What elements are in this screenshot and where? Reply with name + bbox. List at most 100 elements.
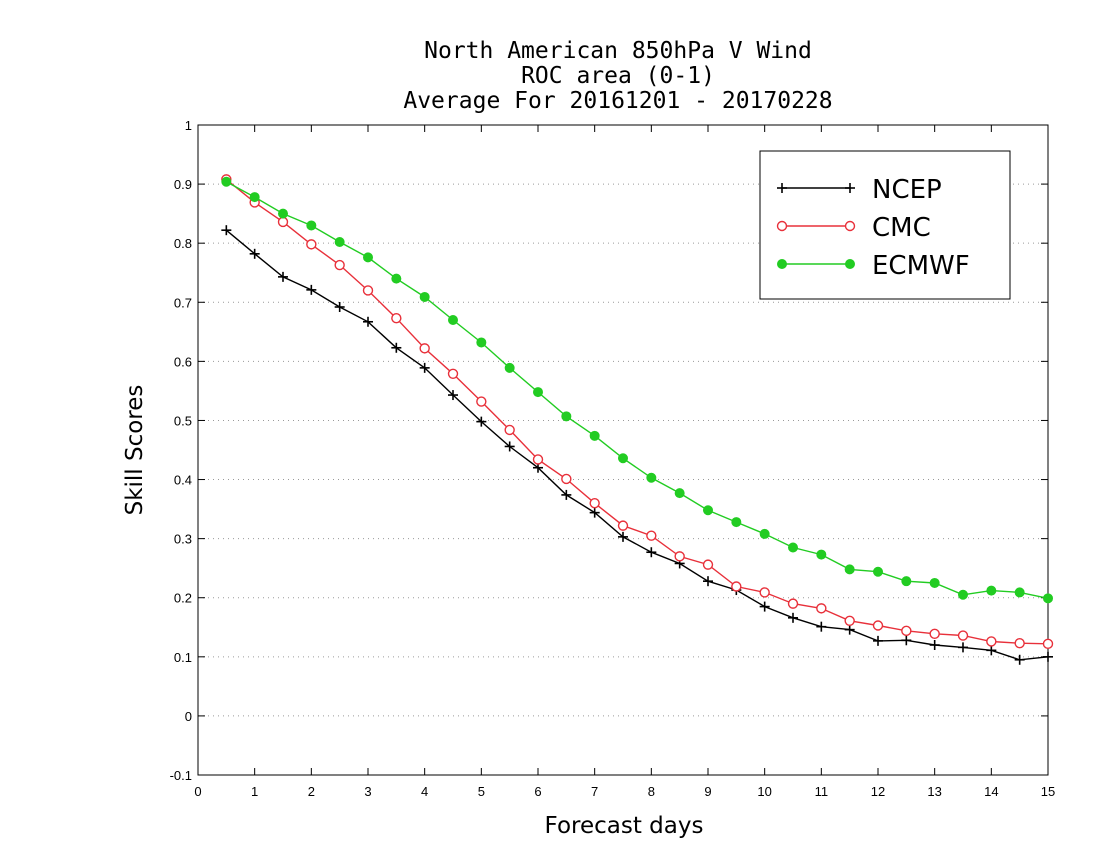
x-tick-label-0: 0 — [194, 784, 201, 799]
data-point-ecmwf-29 — [1043, 593, 1053, 604]
data-point-ncep-10 — [504, 441, 515, 452]
data-point-ncep-22 — [844, 624, 855, 635]
data-point-ncep-3 — [306, 284, 317, 295]
data-point-ecmwf-24 — [901, 576, 912, 587]
data-point-cmc-26 — [957, 630, 969, 641]
y-tick-label-8: 0.7 — [174, 295, 192, 310]
data-point-cmc-23 — [872, 620, 884, 631]
data-point-ncep-24 — [901, 635, 912, 646]
x-tick-label-6: 6 — [534, 784, 541, 799]
data-point-ecmwf-22 — [844, 564, 855, 575]
data-point-ncep-14 — [618, 531, 628, 542]
data-point-ncep-15 — [646, 547, 657, 558]
data-point-ecmwf-9 — [476, 337, 487, 348]
data-point-ncep-26 — [958, 642, 968, 653]
data-point-cmc-19 — [759, 587, 770, 598]
data-point-ncep-0 — [221, 225, 232, 236]
chart-title-line-3: Average For 20161201 - 20170228 — [403, 88, 832, 114]
series-layer — [221, 174, 1054, 665]
data-point-ecmwf-23 — [873, 566, 883, 577]
data-point-ecmwf-20 — [788, 542, 798, 553]
y-tick-label-3: 0.2 — [174, 591, 192, 606]
data-point-cmc-4 — [334, 259, 345, 271]
data-point-cmc-24 — [901, 625, 912, 637]
data-point-cmc-27 — [986, 636, 997, 647]
data-point-ecmwf-21 — [816, 549, 827, 560]
data-point-ncep-27 — [986, 645, 997, 656]
data-point-ncep-13 — [589, 507, 600, 518]
y-tick-label-4: 0.3 — [174, 532, 192, 547]
data-point-ncep-9 — [476, 416, 487, 427]
data-point-ecmwf-26 — [958, 589, 968, 600]
data-point-ncep-5 — [363, 316, 373, 327]
data-point-cmc-13 — [589, 497, 600, 509]
data-point-cmc-5 — [362, 285, 374, 296]
data-point-cmc-22 — [844, 615, 855, 626]
data-point-ncep-25 — [929, 640, 940, 650]
legend-label-ncep: NCEP — [872, 175, 942, 205]
legend-marker-left-ecmwf — [777, 259, 787, 269]
data-point-ecmwf-1 — [249, 192, 260, 203]
x-tick-label-2: 2 — [308, 784, 315, 799]
data-point-ncep-1 — [249, 248, 260, 259]
y-tick-label-6: 0.5 — [174, 413, 192, 428]
data-point-cmc-21 — [816, 603, 827, 614]
x-tick-label-3: 3 — [364, 784, 371, 799]
y-axis-title: Skill Scores — [122, 385, 148, 516]
data-point-ecmwf-7 — [419, 291, 430, 302]
data-point-ncep-23 — [873, 635, 883, 646]
data-point-ecmwf-6 — [391, 273, 402, 284]
y-tick-label-11: 1 — [185, 118, 192, 133]
data-point-ecmwf-15 — [646, 472, 657, 483]
data-point-cmc-20 — [787, 598, 799, 609]
y-tick-label-9: 0.8 — [174, 236, 192, 251]
data-point-cmc-3 — [306, 239, 317, 250]
data-point-ecmwf-3 — [306, 220, 317, 231]
legend-marker-right-ecmwf — [845, 259, 855, 269]
x-tick-label-11: 11 — [815, 784, 829, 799]
x-tick-label-12: 12 — [871, 784, 885, 799]
x-tick-label-5: 5 — [478, 784, 485, 799]
data-point-ecmwf-4 — [334, 237, 345, 247]
y-tick-label-0: -0.1 — [170, 768, 192, 783]
data-point-ecmwf-19 — [759, 528, 770, 539]
data-point-ecmwf-14 — [618, 453, 628, 464]
data-point-ecmwf-18 — [731, 517, 742, 528]
x-tick-label-15: 15 — [1041, 784, 1055, 799]
data-point-cmc-25 — [929, 628, 940, 639]
data-point-ecmwf-5 — [363, 252, 373, 263]
data-point-ncep-12 — [561, 489, 572, 500]
series-line-ncep — [225, 229, 1049, 661]
data-point-cmc-18 — [731, 581, 742, 592]
data-point-ecmwf-16 — [674, 488, 685, 499]
x-axis-title: Forecast days — [545, 813, 704, 839]
x-tick-label-13: 13 — [927, 784, 941, 799]
legend-marker-left-ncep — [777, 183, 787, 193]
chart-title-line-2: ROC area (0-1) — [521, 63, 715, 89]
data-point-ecmwf-10 — [504, 362, 515, 373]
data-point-cmc-29 — [1042, 638, 1054, 650]
x-tick-label-14: 14 — [984, 784, 998, 799]
legend-label-ecmwf: ECMWF — [872, 251, 970, 281]
legend-label-cmc: CMC — [872, 213, 931, 243]
data-point-cmc-28 — [1014, 638, 1025, 649]
x-tick-label-7: 7 — [591, 784, 598, 799]
data-point-ecmwf-13 — [589, 430, 600, 441]
axes — [197, 124, 1049, 776]
x-tick-label-9: 9 — [704, 784, 711, 799]
data-point-cmc-2 — [277, 216, 289, 228]
x-tick-label-10: 10 — [757, 784, 771, 799]
data-point-ncep-7 — [419, 362, 430, 373]
x-tick-label-4: 4 — [421, 784, 428, 799]
data-point-cmc-9 — [476, 396, 487, 407]
data-point-ncep-2 — [278, 271, 288, 282]
tick-labels: -0.100.10.20.30.40.50.60.70.80.910 1 2 3 4 5 6… — [170, 118, 1056, 799]
data-point-ecmwf-25 — [929, 577, 940, 588]
data-point-ncep-6 — [391, 342, 402, 353]
data-point-cmc-10 — [504, 424, 515, 436]
data-point-ecmwf-28 — [1014, 587, 1025, 598]
data-point-ncep-28 — [1014, 654, 1025, 665]
y-tick-label-10: 0.9 — [174, 177, 192, 192]
